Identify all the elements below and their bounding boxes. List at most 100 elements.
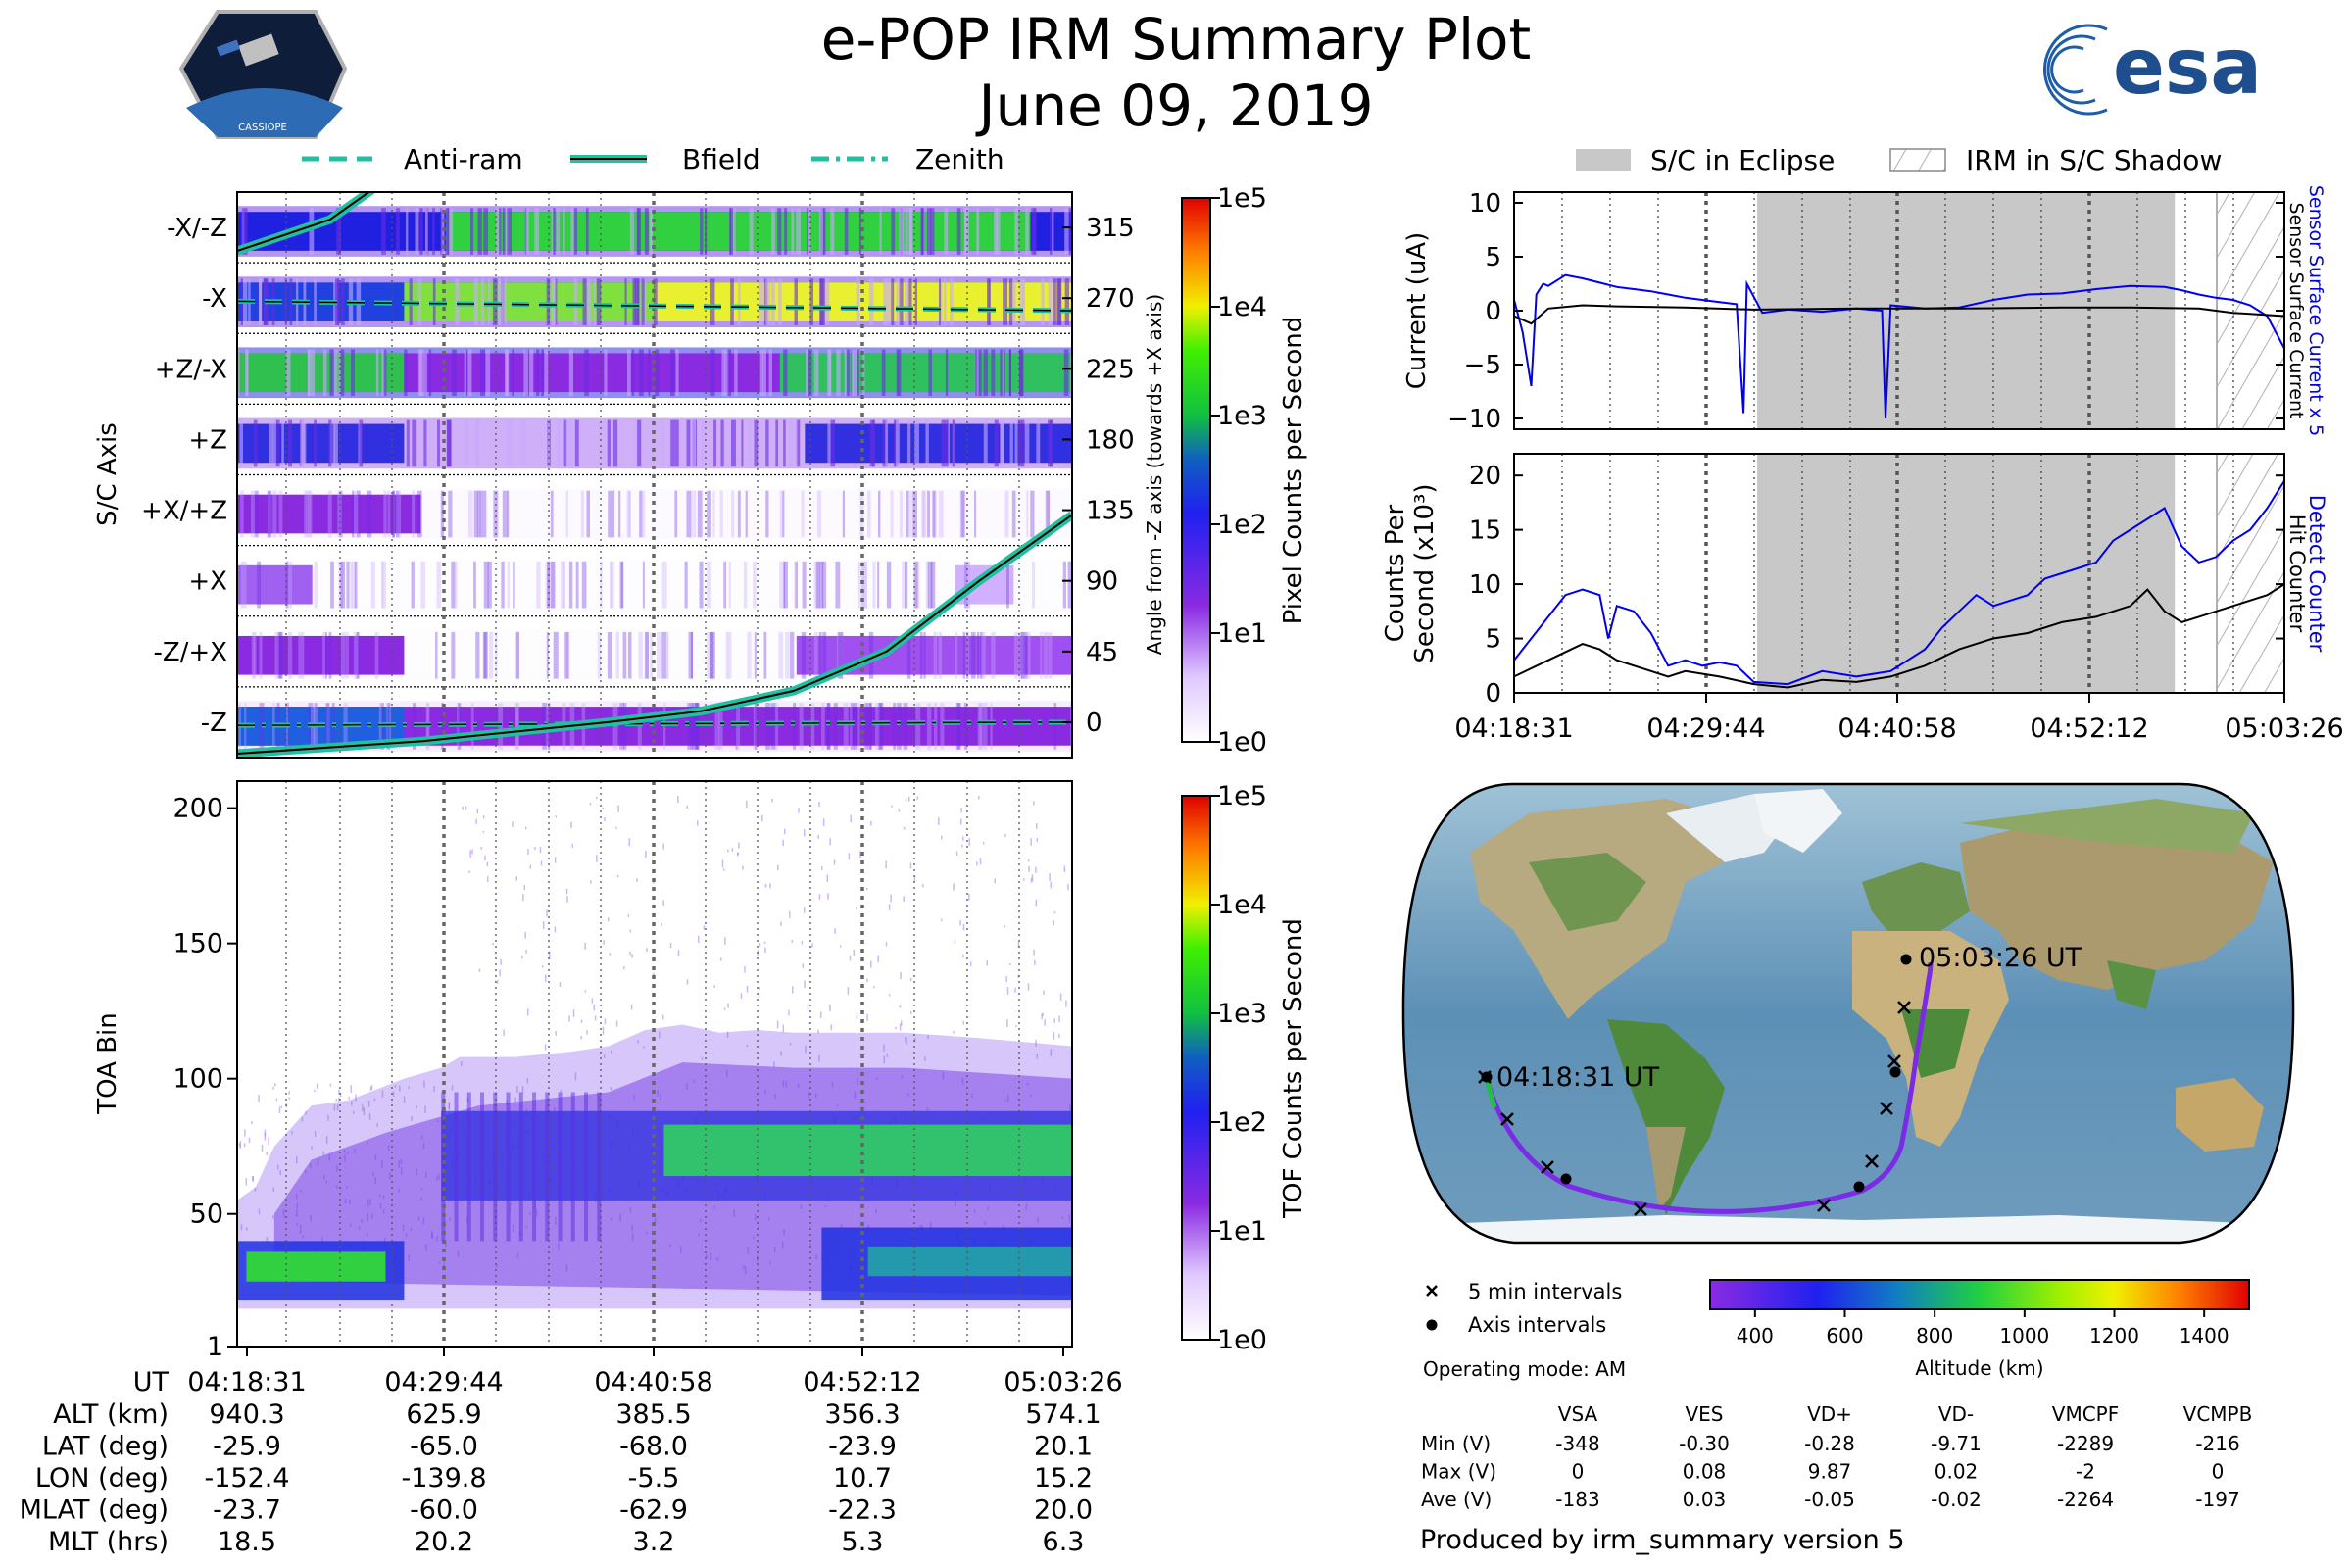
toa-noise (955, 1200, 956, 1206)
axis-speckle (417, 349, 422, 397)
toa-noise (596, 855, 598, 862)
toa-noise (355, 1094, 357, 1102)
axis-speckle (553, 631, 557, 679)
axis-speckle (1021, 419, 1025, 467)
axis-speckle (274, 631, 280, 679)
axis-speckle (339, 490, 343, 538)
axis-speckle (818, 631, 822, 679)
toa-noise (394, 1085, 397, 1088)
ytick-label: 0 (1485, 297, 1501, 326)
toa-noise (1068, 1220, 1071, 1223)
toa-noise (769, 1261, 771, 1265)
toa-noise (596, 796, 598, 800)
axis-speckle (896, 278, 901, 325)
axis-speckle (1025, 208, 1029, 255)
toa-noise (662, 843, 664, 850)
axis-speckle (974, 490, 977, 538)
toa-noise (850, 814, 852, 823)
axis-speckle (895, 419, 900, 467)
toa-noise (821, 866, 823, 870)
toa-noise (417, 1216, 420, 1221)
toa-noise (338, 1089, 340, 1095)
toa-noise (818, 802, 820, 808)
axis-speckle (455, 561, 458, 609)
toa-noise (436, 1119, 439, 1123)
toa-noise (615, 1020, 618, 1027)
current-right-label-blue: Sensor Surface Current x 5 (2305, 185, 2327, 436)
eclipse-shade (1757, 454, 2176, 693)
toa-noise (239, 1145, 241, 1150)
ephemeris-value: 3.2 (633, 1527, 675, 1557)
legend-dot-label: Axis intervals (1468, 1313, 1606, 1337)
voltage-value: 0.02 (1935, 1460, 1979, 1484)
toa-noise (335, 1099, 337, 1102)
toa-noise (834, 928, 836, 934)
colorbar-tick-label: 1e1 (1217, 1216, 1267, 1247)
toa-noise (354, 1149, 356, 1153)
toa-noise (1054, 1018, 1055, 1023)
axis-speckle (737, 490, 741, 538)
toa-noise (565, 888, 568, 895)
axis-speckle (728, 561, 731, 609)
axis-speckle (451, 631, 456, 679)
colorbar-tick-label: 1e5 (1217, 781, 1267, 811)
axis-speckle (475, 419, 480, 467)
axis-speckle (791, 208, 795, 255)
axis-speckle (638, 349, 644, 397)
axis-speckle (246, 349, 249, 397)
axis-speckle (419, 208, 423, 255)
toa-noise (873, 986, 875, 989)
toa-noise (471, 849, 473, 855)
toa-noise (1036, 838, 1038, 843)
ytick-label: 10 (1469, 570, 1501, 600)
axis-speckle (813, 631, 818, 679)
angle-tick-label: 270 (1086, 284, 1135, 314)
axis-speckle (731, 490, 735, 538)
axis-speckle (687, 703, 691, 750)
ephemeris-value: 356.3 (824, 1399, 900, 1430)
toa-noise (566, 895, 568, 903)
axis-speckle (706, 631, 710, 679)
toa-noise (299, 1224, 302, 1230)
toa-noise (913, 875, 916, 882)
axis-speckle (908, 208, 912, 255)
axis-speckle (367, 490, 372, 538)
axis-speckle (393, 490, 396, 538)
axis-speckle (560, 561, 565, 609)
axis-speckle (547, 561, 550, 609)
axis-speckle (725, 631, 729, 679)
axis-speckle (574, 419, 579, 467)
axis-speckle (938, 490, 944, 538)
toa-noise (888, 994, 891, 997)
toa-noise (431, 1230, 433, 1239)
toa-noise (721, 859, 724, 868)
axis-speckle (701, 419, 706, 467)
axis-speckle (947, 419, 950, 467)
toa-noise (960, 808, 962, 813)
toa-noise (777, 864, 779, 871)
axis-speckle (575, 561, 579, 609)
orbit-axis-dot (1560, 1173, 1572, 1185)
axis-speckle (796, 208, 801, 255)
toa-noise (705, 1253, 708, 1258)
axis-speckle (1026, 490, 1029, 538)
toa-panel: 200 150 100 50 1 TOA Bin (93, 780, 1073, 1362)
axis-speckle (765, 419, 769, 467)
axis-speckle (610, 561, 614, 609)
axis-speckle (896, 349, 900, 397)
axis-speckle (285, 349, 291, 397)
toa-noise (545, 974, 547, 983)
toa-noise (1061, 1216, 1064, 1220)
axis-speckle (610, 561, 613, 609)
axis-speckle (794, 278, 798, 325)
toa-noise (1036, 1054, 1038, 1059)
toa-noise (591, 998, 594, 1004)
ephemeris-value: -23.7 (213, 1495, 281, 1526)
axis-speckle (568, 349, 573, 397)
toa-noise (1049, 873, 1051, 881)
axis-speckle (1063, 349, 1069, 397)
toa-noise (768, 1217, 770, 1221)
axis-speckle (963, 561, 969, 609)
axis-speckle (833, 703, 838, 750)
toa-noise (291, 1130, 293, 1135)
